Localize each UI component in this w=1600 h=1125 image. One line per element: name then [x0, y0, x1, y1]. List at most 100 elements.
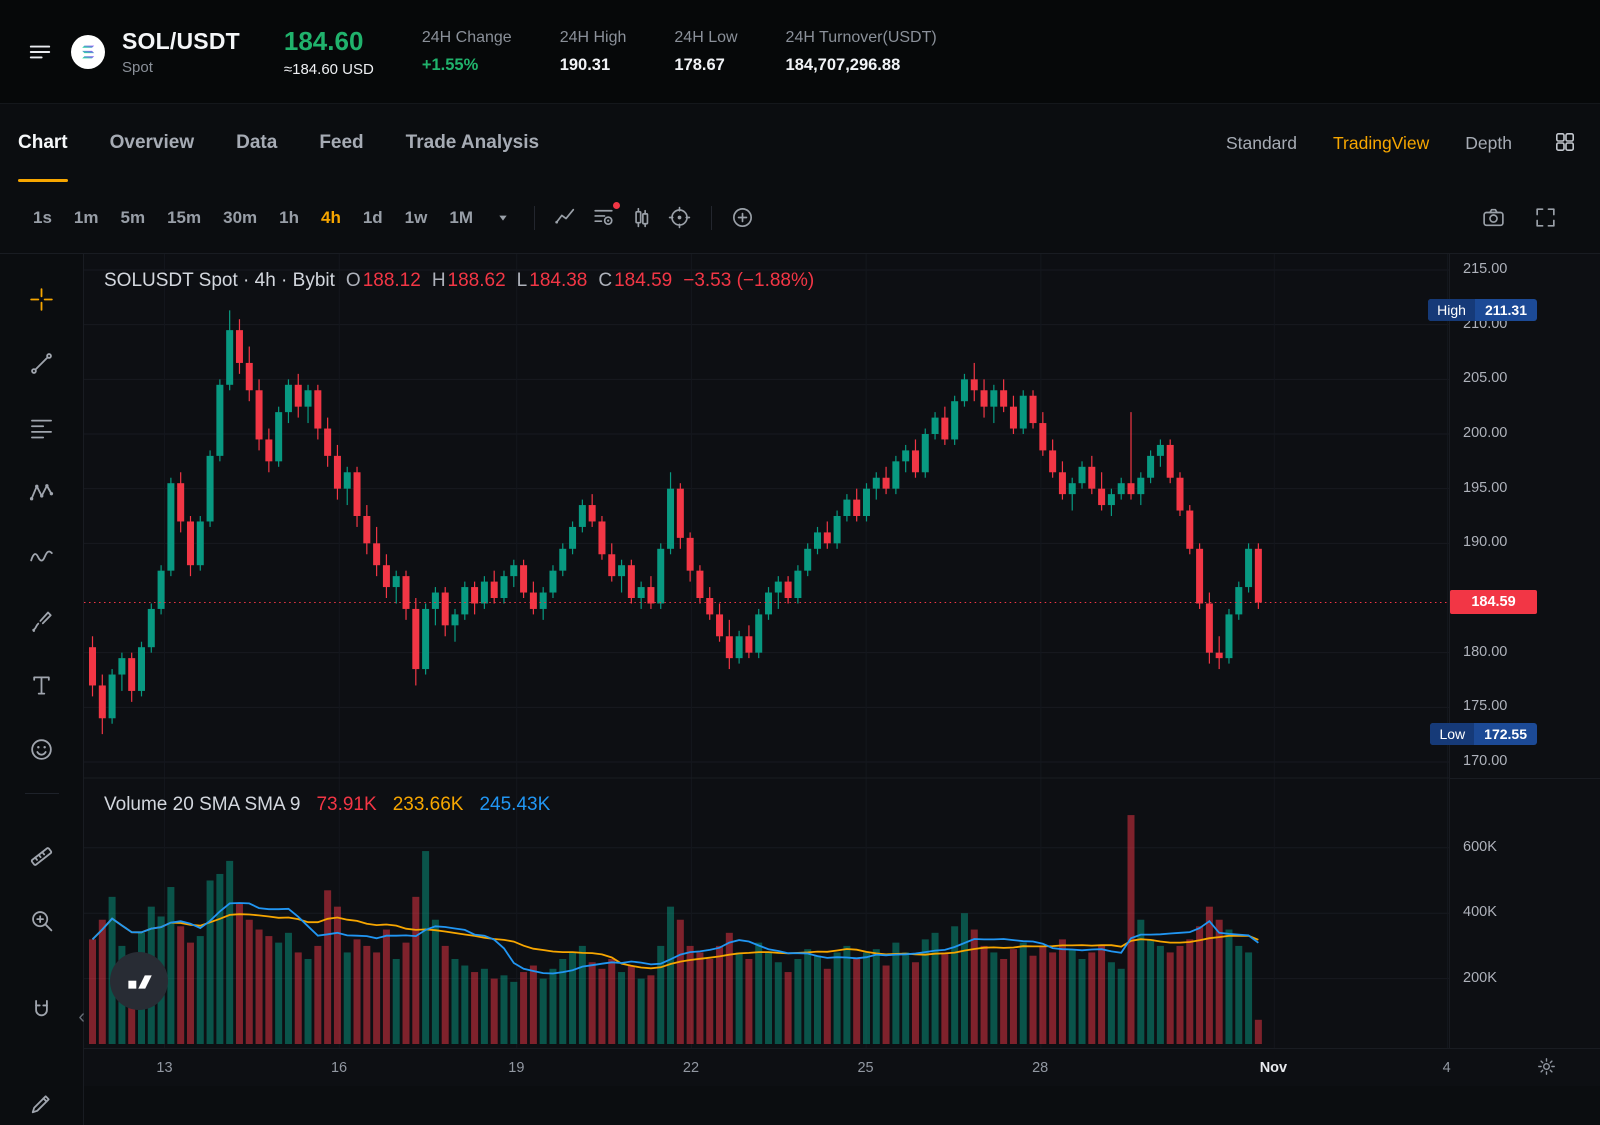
timeframe-1m[interactable]: 1M	[438, 202, 484, 234]
tool-xabcd-pattern[interactable]	[20, 471, 64, 514]
volume-bar	[167, 887, 175, 1044]
volume-bar	[823, 968, 831, 1044]
notification-dot	[612, 201, 620, 209]
tool-brush[interactable]	[20, 600, 64, 643]
volume-bar	[1137, 919, 1145, 1044]
timeframe-1h[interactable]: 1h	[268, 202, 310, 234]
timeframe-1w[interactable]: 1w	[394, 202, 439, 234]
layout-grid-button[interactable]	[1548, 126, 1582, 160]
stat-label: 24H High	[559, 28, 627, 46]
pane-divider	[1450, 778, 1600, 779]
candle-body	[657, 548, 665, 604]
tool-elliott-wave[interactable]	[20, 535, 64, 578]
volume-bar	[373, 952, 381, 1044]
candle-body	[539, 592, 547, 609]
tool-draw[interactable]	[20, 1082, 64, 1125]
tab-overview[interactable]: Overview	[110, 104, 195, 182]
stat-24h-low: 24H Low 178.67	[674, 29, 737, 75]
toolbar-add-instrument-button[interactable]	[724, 199, 762, 237]
volume-bar	[206, 880, 214, 1044]
header-stats: 24H Change +1.55% 24H High 190.31 24H Low 178…	[422, 29, 937, 75]
candle-body	[951, 401, 959, 440]
volume-bar	[667, 906, 675, 1044]
tool-magnet[interactable]	[20, 989, 64, 1032]
toolbar-target-button[interactable]	[661, 199, 699, 237]
candle-body	[892, 461, 900, 489]
tab-data[interactable]: Data	[236, 104, 277, 182]
mode-standard[interactable]: Standard	[1225, 132, 1297, 153]
tab-trade-analysis[interactable]: Trade Analysis	[406, 104, 539, 182]
time-axis[interactable]: 13 16 19 22 25 28 Nov 4	[84, 1048, 1600, 1086]
toolbar-separator	[710, 205, 712, 230]
toolbar-compare-candles-button[interactable]	[623, 199, 661, 237]
volume-bar	[833, 952, 841, 1044]
tool-trend-line[interactable]	[20, 342, 64, 385]
candle-body	[490, 581, 498, 598]
volume-bar	[569, 952, 577, 1044]
price-tick: 200.00	[1463, 424, 1508, 441]
candle-body	[128, 658, 136, 691]
symbol-block[interactable]: SOL/USDT Spot	[122, 28, 240, 76]
price-tick: 175.00	[1463, 698, 1508, 715]
toolbar-chart-style-button[interactable]	[547, 199, 585, 237]
candle-body	[333, 455, 341, 489]
price-axis[interactable]: 215.00 210.00 205.00 200.00 195.00 190.00 180.…	[1428, 254, 1600, 1048]
candle-body	[147, 608, 155, 648]
toolbar-camera-button[interactable]	[1474, 199, 1512, 237]
chart-canvas[interactable]: SOLUSDT Spot · 4h · Bybit O 188.12 H 188.62…	[84, 254, 1449, 1048]
crosshair-icon	[30, 288, 53, 311]
candlestick-chart[interactable]	[84, 254, 1449, 1048]
candle-body	[921, 433, 929, 473]
market-type: Spot	[122, 58, 153, 76]
timeframe-30m[interactable]: 30m	[212, 202, 268, 234]
timeframe-4h[interactable]: 4h	[310, 202, 352, 234]
volume-bar	[598, 968, 606, 1044]
tool-ruler[interactable]	[20, 835, 64, 878]
candle-body	[412, 608, 420, 670]
candle-body	[186, 521, 194, 566]
chart-region: SOLUSDT Spot · 4h · Bybit O 188.12 H 188.62…	[84, 254, 1600, 1048]
candle-body	[862, 488, 870, 516]
tool-zoom[interactable]	[20, 899, 64, 942]
candle-body	[902, 450, 910, 462]
volume-bar	[1068, 949, 1076, 1044]
timeframe-15m[interactable]: 15m	[156, 202, 212, 234]
candle-body	[960, 379, 968, 402]
time-label: 22	[682, 1059, 700, 1076]
mode-depth[interactable]: Depth	[1465, 132, 1512, 153]
candle-body	[1078, 466, 1086, 484]
candle-body	[931, 417, 939, 434]
volume-bar	[990, 952, 998, 1044]
timezone-settings-button[interactable]	[1532, 1054, 1560, 1082]
candle-body	[1235, 587, 1243, 615]
toolbar-fullscreen-button[interactable]	[1526, 199, 1564, 237]
timeframe-dropdown-button[interactable]	[484, 199, 522, 237]
volume-bar	[902, 952, 910, 1044]
candle-body	[245, 362, 253, 391]
volume-bar	[647, 975, 655, 1044]
emoji-icon	[31, 739, 52, 761]
tool-text[interactable]	[20, 664, 64, 707]
tab-chart[interactable]: Chart	[18, 104, 68, 182]
mode-tradingview[interactable]: TradingView	[1332, 132, 1430, 153]
volume-bar	[1019, 942, 1027, 1044]
tool-fib-retracement[interactable]	[20, 407, 64, 450]
timeframe-5m[interactable]: 5m	[110, 202, 157, 234]
toolbar-indicators-button[interactable]	[585, 199, 623, 237]
last-price: 184.60	[283, 25, 364, 56]
candle-body	[1156, 444, 1164, 456]
collapse-toolbar-button[interactable]: ‹	[78, 1006, 85, 1028]
menu-button[interactable]	[20, 32, 60, 72]
timeframe-1m[interactable]: 1m	[63, 202, 110, 234]
tab-feed[interactable]: Feed	[319, 104, 363, 182]
volume-bar	[333, 906, 341, 1044]
tool-emoji[interactable]	[20, 728, 64, 771]
price-tick: 215.00	[1463, 261, 1508, 277]
timeframe-1s[interactable]: 1s	[22, 202, 63, 234]
tool-crosshair[interactable]	[20, 278, 64, 321]
timeframe-1d[interactable]: 1d	[352, 202, 394, 234]
volume-bar	[921, 939, 929, 1044]
candle-body	[1215, 652, 1223, 659]
xabcd-pattern-icon	[29, 484, 54, 501]
volume-bar	[1245, 952, 1253, 1044]
